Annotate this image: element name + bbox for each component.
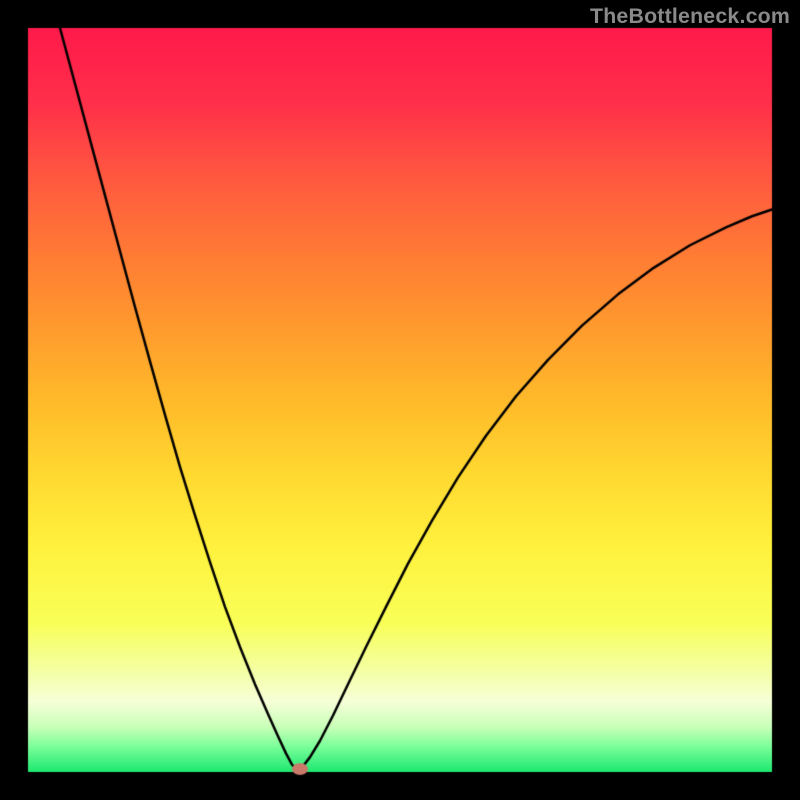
bottleneck-chart xyxy=(0,0,800,800)
watermark-text: TheBottleneck.com xyxy=(590,4,790,29)
